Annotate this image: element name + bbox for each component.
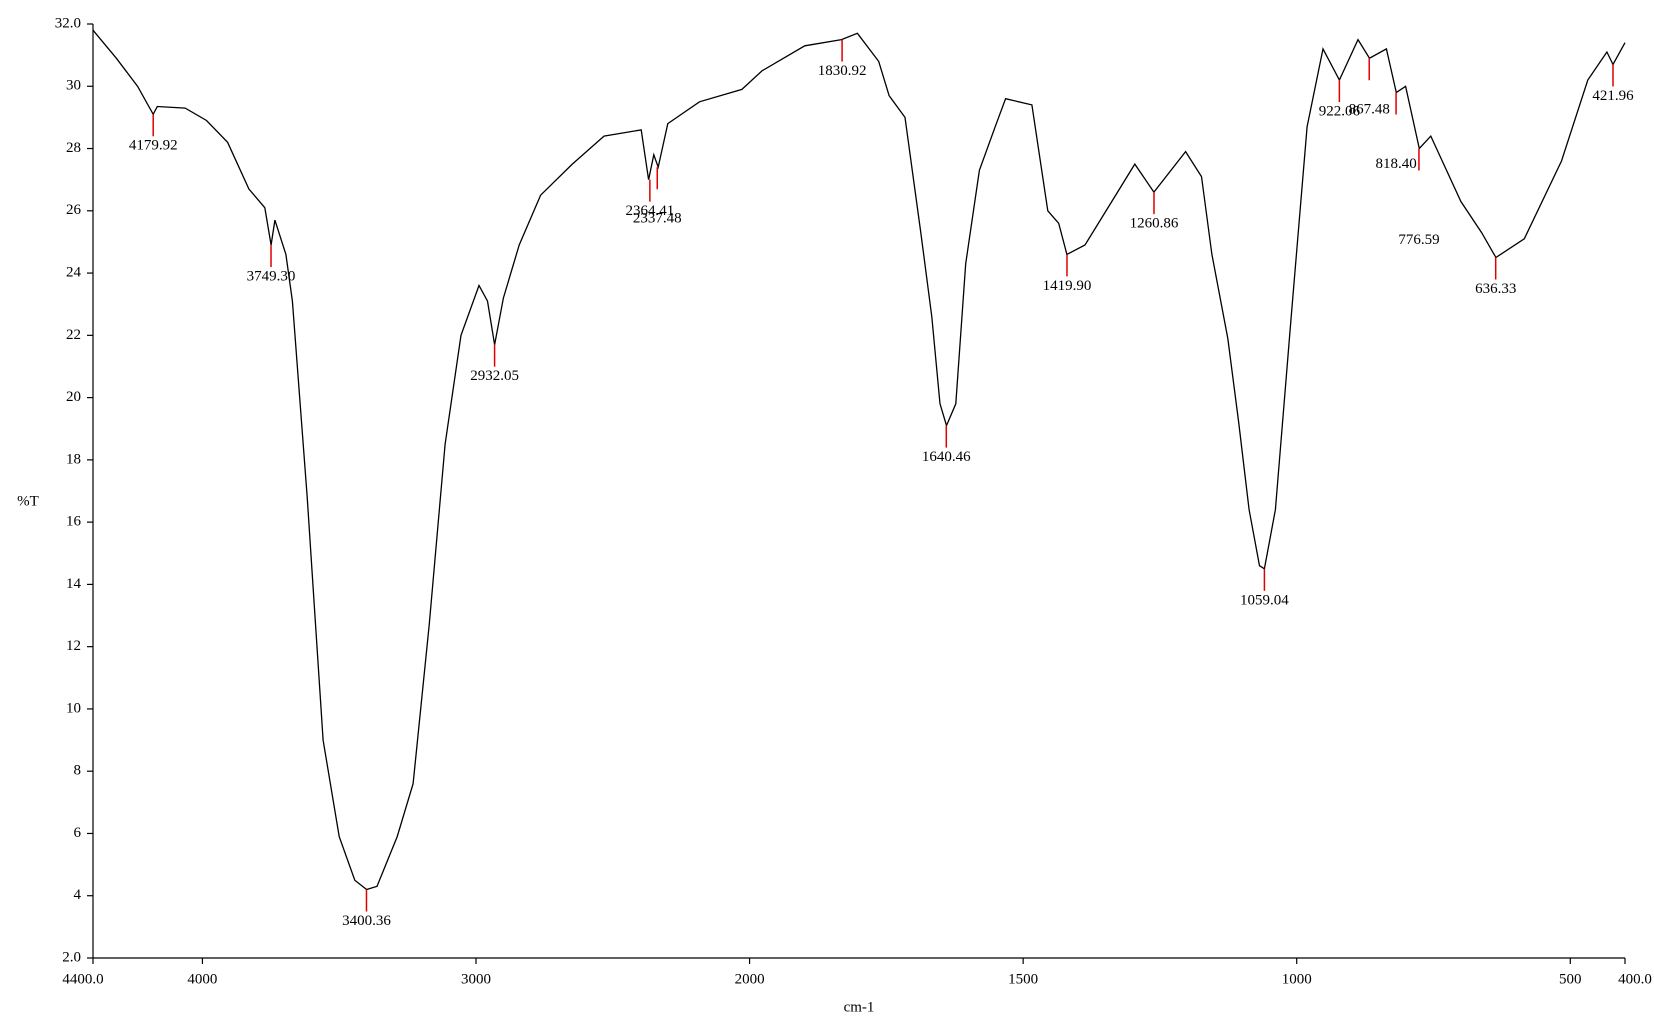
y-tick-label: 32.0 xyxy=(55,15,81,31)
y-tick-label: 16 xyxy=(66,514,82,530)
peak-label: 1260.86 xyxy=(1130,216,1179,232)
peak-label: 2364.41 xyxy=(626,203,675,219)
y-tick-label: 6 xyxy=(74,825,82,841)
x-tick-label: 1500 xyxy=(1008,971,1038,987)
peak-label: 4179.92 xyxy=(129,138,178,154)
x-axis-label: cm-1 xyxy=(844,999,875,1015)
x-tick-label: 4000 xyxy=(187,971,217,987)
y-tick-label: 10 xyxy=(66,700,81,716)
peak-label: 2337.48 xyxy=(633,211,682,227)
peak-label: 1830.92 xyxy=(818,63,867,79)
peak-label: 922.06 xyxy=(1319,103,1361,119)
y-tick-label: 2.0 xyxy=(62,949,81,965)
y-tick-label: 18 xyxy=(66,451,81,467)
x-tick-label: 2000 xyxy=(735,971,765,987)
peak-label: 1059.04 xyxy=(1240,592,1289,608)
y-tick-label: 8 xyxy=(74,763,82,779)
y-tick-label: 24 xyxy=(66,265,82,281)
y-tick-label: 20 xyxy=(66,389,81,405)
y-axis-label: %T xyxy=(17,493,39,509)
peak-label: 776.59 xyxy=(1398,232,1439,248)
x-tick-label: 4400.0 xyxy=(62,971,103,987)
peak-label: 2932.05 xyxy=(470,368,519,384)
x-tick-label: 500 xyxy=(1559,971,1582,987)
peak-label: 818.40 xyxy=(1375,156,1416,172)
x-tick-label: 400.0 xyxy=(1618,971,1652,987)
y-tick-label: 28 xyxy=(66,140,81,156)
peak-label: 636.33 xyxy=(1475,281,1516,297)
y-tick-label: 4 xyxy=(74,887,82,903)
x-tick-label: 3000 xyxy=(461,971,491,987)
y-tick-label: 12 xyxy=(66,638,81,654)
peak-label: 1419.90 xyxy=(1043,278,1092,294)
y-tick-label: 30 xyxy=(66,78,81,94)
y-tick-label: 22 xyxy=(66,327,81,343)
peak-label: 3400.36 xyxy=(342,913,391,929)
peak-label: 421.96 xyxy=(1592,88,1634,104)
y-tick-label: 14 xyxy=(66,576,82,592)
peak-label: 3749.30 xyxy=(247,268,296,284)
y-tick-label: 26 xyxy=(66,202,82,218)
peak-label: 867.48 xyxy=(1349,102,1390,118)
spectrum-line xyxy=(92,29,1626,891)
peak-label: 1640.46 xyxy=(922,449,971,465)
x-tick-label: 1000 xyxy=(1282,971,1312,987)
